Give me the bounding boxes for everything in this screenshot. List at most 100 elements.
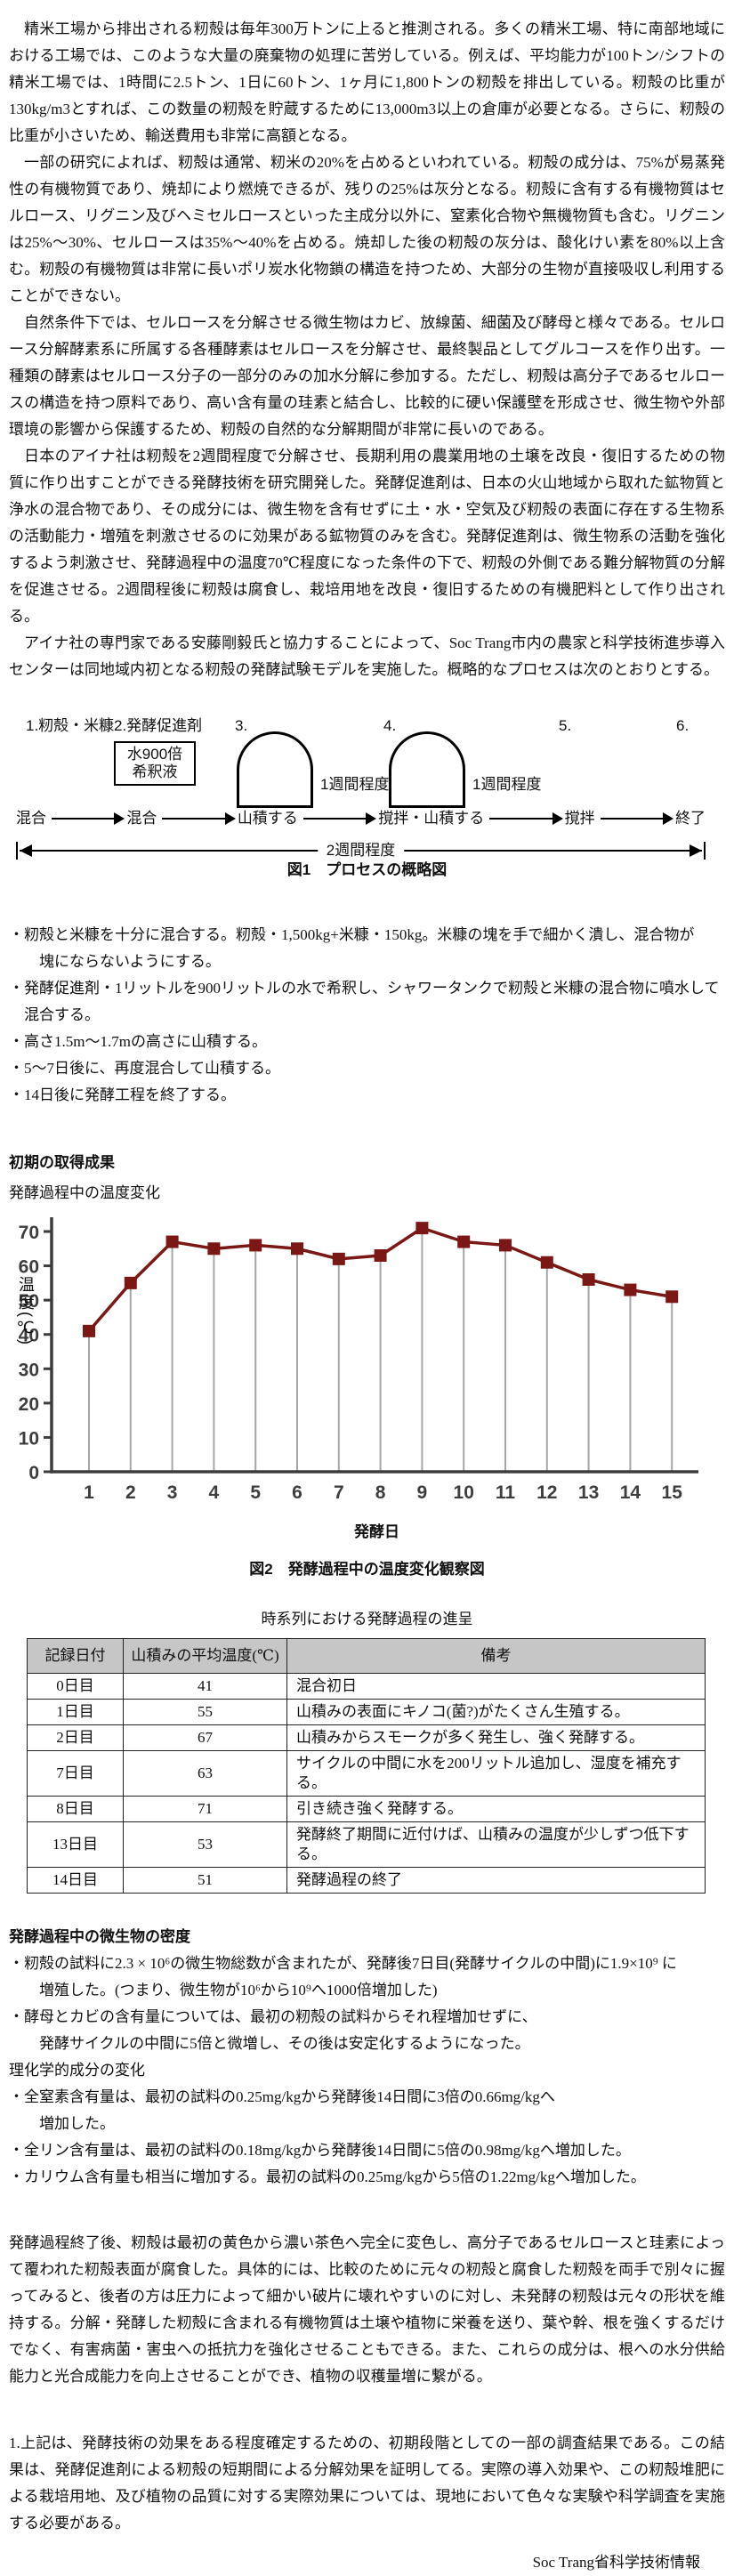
svg-text:3: 3 [167,1482,178,1503]
table-cell: 発酵過程の終了 [286,1867,706,1894]
table-row: 1日目 55 山積みの表面にキノコ(菌?)がたくさん生殖する。 [27,1699,706,1725]
svg-text:9: 9 [417,1482,428,1503]
figure1-process-diagram: 1.籾殻・米糠 2.発酵促進剤 3. 4. 5. 6. 水900倍 希釈液 1週… [9,712,725,892]
svg-text:50: 50 [19,1291,39,1312]
svg-text:1: 1 [84,1482,94,1503]
svg-text:4: 4 [209,1482,220,1503]
svg-text:20: 20 [19,1394,39,1415]
svg-text:10: 10 [454,1482,474,1503]
list-item: ・籾殻と米糠を十分に混合する。籾殻・1,500kg+米糠・150kg。米糠の塊を… [9,926,695,970]
svg-text:11: 11 [496,1482,516,1503]
list-item: ・高さ1.5m〜1.7mの高さに山積する。 [9,1033,267,1050]
step-label-6: 6. [676,717,690,734]
arrow-left-icon [20,844,32,857]
flow-step: 終了 [675,810,706,827]
figure1-caption: 図1 プロセスの概略図 [286,861,448,878]
list-item: ・籾殻の試料に2.3 × 10⁶の微生物総数が含まれたが、発酵後7日目(発酵サイ… [9,1955,677,1999]
flow-step: 山積する [237,810,298,827]
flow-step: 混合 [126,810,157,827]
svg-text:2: 2 [125,1482,136,1503]
svg-text:12: 12 [536,1482,557,1503]
table-cell: 山積みからスモークが多く発生し、強く発酵する。 [286,1724,706,1751]
chem-change-heading: 理化学的成分の変化 [9,2062,145,2079]
table-cell: 2日目 [27,1724,124,1751]
temperature-chart: 発酵過程中の温度変化 温度(℃) 0 10 20 30 40 50 60 70 1 2 3 4 5 6 7 8… [9,1180,725,1583]
table-cell: 13日目 [27,1821,124,1868]
table-header-row: 記録日付 山積みの平均温度(℃) 備考 [27,1638,706,1674]
arrow-right-icon [162,812,237,825]
table-cell: 0日目 [27,1673,124,1700]
dilution-box-line: 希釈液 [132,763,178,780]
svg-text:5: 5 [250,1482,261,1503]
mound-shape [237,731,313,808]
list-item: ・5〜7日後に、再度混合して山積する。 [9,1060,280,1077]
arrow-right-icon [600,812,674,825]
header-cell: 山積みの平均温度(℃) [123,1638,287,1674]
duration-span-arrow: 2週間程度 [16,842,706,860]
table-cell: 71 [123,1796,287,1822]
paragraph: 自然条件下では、セルロースを分解させる微生物はカビ、放線菌、細菌及び酵母と様々で… [9,314,725,438]
duration-label: 2週間程度 [317,842,405,860]
fermentation-table-body: 0日目 41 混合初日 1日目 55 山積みの表面にキノコ(菌?)がたくさん生殖する。 2日… [27,1673,706,1894]
svg-text:15: 15 [662,1482,683,1503]
svg-text:8: 8 [375,1482,386,1503]
step-label-1: 1.籾殻・米糠 [26,717,115,734]
x-axis-label: 発酵日 [354,1523,399,1540]
microbe-density-heading: 発酵過程中の微生物の密度 [9,1928,190,1945]
table-cell: 14日目 [27,1867,124,1894]
arrow-right-icon [690,844,702,857]
closing-paragraph: 発酵過程終了後、籾殻は最初の黄色から濃い茶色へ完全に変色し、高分子であるセルロー… [9,2234,725,2385]
table-row: 0日目 41 混合初日 [27,1673,706,1700]
mound-shape [389,731,465,808]
paragraph: 精米工場から排出される籾殻は毎年300万トンに上ると推測される。多くの精米工場、… [9,20,725,144]
chart-title: 発酵過程中の温度変化 [9,1184,160,1201]
paragraph: アイナ社の専門家である安藤剛毅氏と協力することによって、Soc Trang市内の… [9,634,725,678]
y-axis-label: 温度(℃) [17,1276,35,1346]
svg-text:30: 30 [19,1360,39,1380]
arrow-right-icon [489,812,564,825]
flow-step: 混合 [16,810,46,827]
svg-text:14: 14 [620,1482,641,1503]
list-item: ・カリウム含有量も相当に増加する。最初の試料の0.25mg/kgから5倍の1.2… [9,2168,646,2185]
paragraph: 一部の研究によれば、籾殻は通常、籾米の20%を占めるといわれている。籾殻の成分は… [9,154,725,304]
header-cell: 記録日付 [27,1638,124,1674]
table-row: 2日目 67 山積みからスモークが多く発生し、強く発酵する。 [27,1724,706,1751]
table-cell: 67 [123,1724,287,1751]
svg-text:0: 0 [28,1463,39,1483]
signature: Soc Trang省科学技術情報 [532,2554,700,2571]
table-cell: 41 [123,1673,287,1700]
svg-text:60: 60 [19,1257,39,1278]
table-cell: 55 [123,1699,287,1725]
list-item: ・全窒素含有量は、最初の試料の0.25mg/kgから発酵後14日間に3倍の0.6… [9,2088,555,2132]
closing-paragraph: 1.上記は、発酵技術の効果をある程度確定するための、初期段階としての一部の調査結… [9,2435,725,2532]
svg-text:7: 7 [334,1482,344,1503]
table-cell: 山積みの表面にキノコ(菌?)がたくさん生殖する。 [286,1699,706,1725]
list-item: ・全リン含有量は、最初の試料の0.18mg/kgから発酵後14日間に5倍の0.9… [9,2142,631,2159]
table-title: 時系列における発酵過程の進呈 [261,1611,473,1627]
step-label-2: 2.発酵促進剤 [114,717,203,734]
table-cell: 引き続き強く発酵する。 [286,1796,706,1822]
figure2-caption: 図2 発酵過程中の温度変化観察図 [249,1561,485,1578]
dilution-box: 水900倍 希釈液 [114,741,196,786]
table-cell: 51 [123,1867,287,1894]
header-cell: 備考 [286,1638,706,1674]
paragraph: 日本のアイナ社は籾殻を2週間程度で分解させ、長期利用の農業用地の土壌を改良・復旧… [9,448,725,625]
table-cell: 53 [123,1821,287,1868]
table-cell: サイクルの中間に水を200リットル追加し、湿度を補充する。 [286,1750,706,1797]
fermentation-table: 記録日付 山積みの平均温度(℃) 備考 0日目 41 混合初日 1日目 55 山積みの表面… [27,1638,706,1894]
step-label-5: 5. [559,717,572,734]
arrow-right-icon [52,812,125,825]
flow-step: 撹拌・山積する [378,810,485,827]
list-item: ・酵母とカビの含有量については、最初の籾殻の試料からそれ程増加せずに、 発酵サイ… [9,2008,537,2052]
process-flow: 混合 混合 山積する 撹拌・山積する 撹拌 終了 [16,810,706,828]
week-duration-label: 1週間程度 [320,776,390,793]
svg-text:70: 70 [19,1223,39,1243]
list-item: ・14日後に発酵工程を終了する。 [9,1086,236,1103]
table-cell: 63 [123,1750,287,1797]
table-cell: 7日目 [27,1750,124,1797]
step-label-3: 3. [235,717,248,734]
step-label-4: 4. [383,717,397,734]
table-cell: 8日目 [27,1796,124,1822]
